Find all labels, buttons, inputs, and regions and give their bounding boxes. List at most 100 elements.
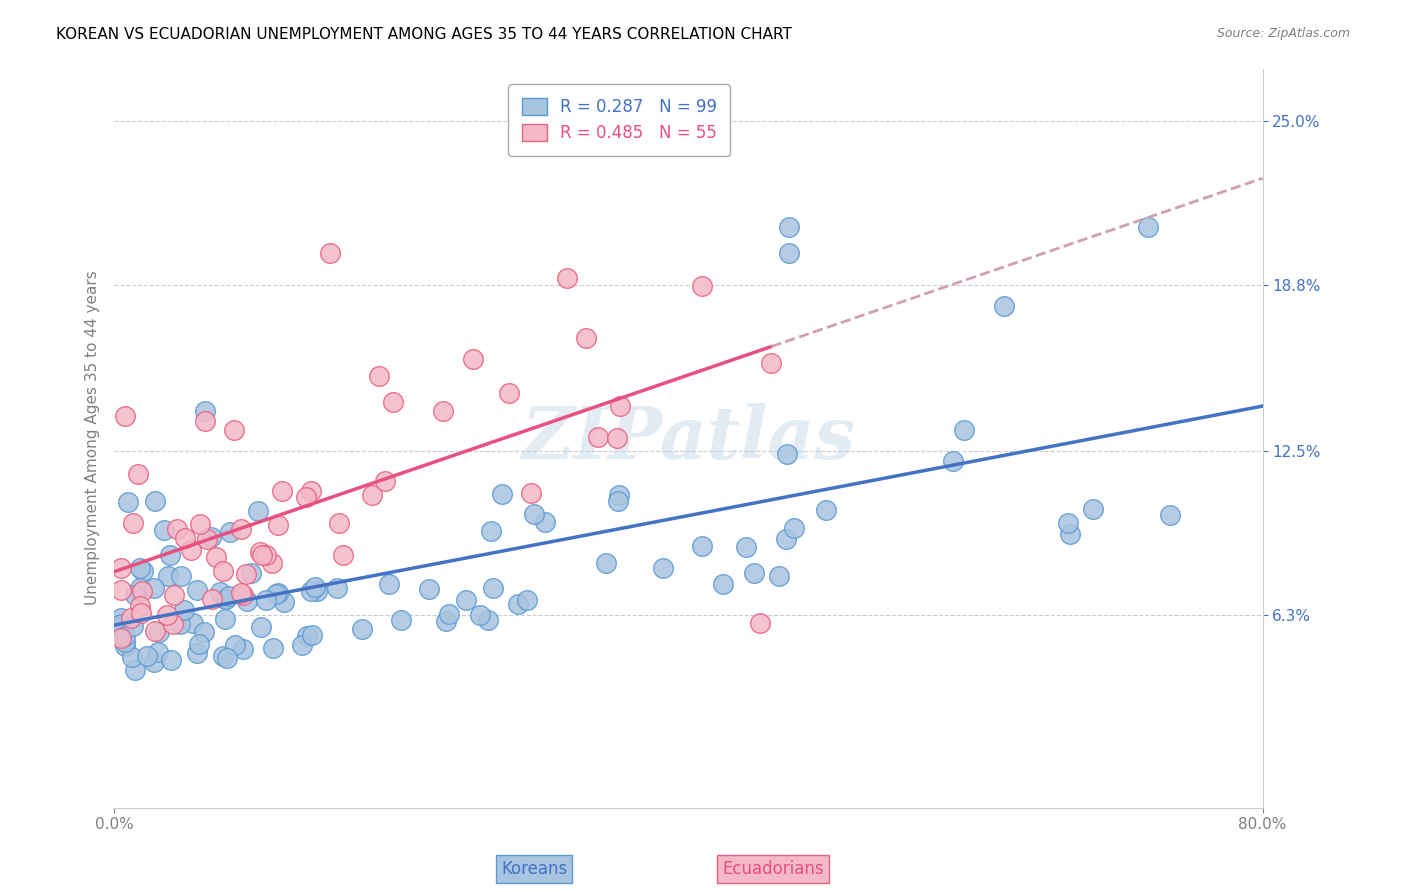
Ecuadorians: [180, 543, 202, 558]
Ecuadorians: [201, 591, 224, 606]
Koreans: [121, 649, 143, 664]
Ecuadorians: [360, 488, 382, 502]
Koreans: [418, 582, 440, 596]
Koreans: [607, 488, 630, 502]
Koreans: [534, 515, 557, 529]
Koreans: [305, 583, 328, 598]
Koreans: [711, 576, 734, 591]
Ecuadorians: [575, 330, 598, 344]
Koreans: [595, 556, 617, 570]
Ecuadorians: [121, 516, 143, 531]
Koreans: [200, 530, 222, 544]
Ecuadorians: [555, 271, 578, 285]
Koreans: [124, 663, 146, 677]
Koreans: [110, 610, 132, 624]
Ecuadorians: [271, 484, 294, 499]
Koreans: [193, 625, 215, 640]
Koreans: [508, 597, 530, 611]
Koreans: [479, 524, 502, 538]
Ecuadorians: [128, 599, 150, 614]
Koreans: [783, 521, 806, 535]
Koreans: [218, 589, 240, 603]
Ecuadorians: [212, 564, 235, 578]
Koreans: [239, 566, 262, 580]
Koreans: [776, 447, 799, 461]
Koreans: [299, 583, 322, 598]
Ecuadorians: [374, 474, 396, 488]
Ecuadorians: [606, 431, 628, 445]
Ecuadorians: [250, 548, 273, 562]
Koreans: [224, 638, 246, 652]
Koreans: [606, 494, 628, 508]
Koreans: [153, 523, 176, 537]
Koreans: [477, 613, 499, 627]
Ecuadorians: [498, 385, 520, 400]
Ecuadorians: [156, 608, 179, 623]
Koreans: [136, 649, 159, 664]
Ecuadorians: [609, 399, 631, 413]
Koreans: [114, 639, 136, 653]
Ecuadorians: [188, 516, 211, 531]
Koreans: [262, 640, 284, 655]
Ecuadorians: [114, 409, 136, 424]
Koreans: [993, 299, 1015, 313]
Ecuadorians: [222, 423, 245, 437]
Koreans: [247, 504, 270, 518]
Koreans: [148, 625, 170, 640]
Koreans: [273, 595, 295, 609]
Ecuadorians: [195, 532, 218, 546]
Text: Source: ZipAtlas.com: Source: ZipAtlas.com: [1216, 27, 1350, 40]
Koreans: [122, 619, 145, 633]
Koreans: [301, 627, 323, 641]
Koreans: [291, 638, 314, 652]
Ecuadorians: [328, 516, 350, 530]
Koreans: [942, 453, 965, 467]
Koreans: [690, 539, 713, 553]
Ecuadorians: [432, 403, 454, 417]
Koreans: [1159, 508, 1181, 523]
Koreans: [434, 614, 457, 628]
Koreans: [232, 642, 254, 657]
Ecuadorians: [229, 522, 252, 536]
Koreans: [128, 561, 150, 575]
Koreans: [254, 592, 277, 607]
Koreans: [214, 612, 236, 626]
Koreans: [778, 219, 800, 234]
Ecuadorians: [368, 369, 391, 384]
Koreans: [173, 603, 195, 617]
Koreans: [350, 622, 373, 636]
Koreans: [250, 620, 273, 634]
Koreans: [159, 548, 181, 562]
Koreans: [456, 593, 478, 607]
Koreans: [169, 617, 191, 632]
Koreans: [1059, 526, 1081, 541]
Y-axis label: Unemployment Among Ages 35 to 44 years: Unemployment Among Ages 35 to 44 years: [86, 271, 100, 606]
Koreans: [470, 608, 492, 623]
Ecuadorians: [166, 522, 188, 536]
Koreans: [218, 524, 240, 539]
Koreans: [814, 503, 837, 517]
Ecuadorians: [129, 606, 152, 620]
Koreans: [148, 645, 170, 659]
Text: ZIPatlas: ZIPatlas: [522, 402, 855, 474]
Ecuadorians: [232, 588, 254, 602]
Ecuadorians: [235, 566, 257, 581]
Koreans: [132, 564, 155, 578]
Legend: R = 0.287   N = 99, R = 0.485   N = 55: R = 0.287 N = 99, R = 0.485 N = 55: [509, 84, 731, 155]
Ecuadorians: [690, 278, 713, 293]
Koreans: [187, 637, 209, 651]
Ecuadorians: [110, 631, 132, 645]
Koreans: [775, 532, 797, 546]
Koreans: [735, 540, 758, 554]
Ecuadorians: [520, 486, 543, 500]
Koreans: [186, 646, 208, 660]
Koreans: [523, 507, 546, 521]
Ecuadorians: [127, 467, 149, 481]
Koreans: [1136, 219, 1159, 234]
Koreans: [236, 594, 259, 608]
Koreans: [378, 576, 401, 591]
Koreans: [208, 584, 231, 599]
Koreans: [110, 617, 132, 632]
Koreans: [156, 568, 179, 582]
Ecuadorians: [761, 356, 783, 370]
